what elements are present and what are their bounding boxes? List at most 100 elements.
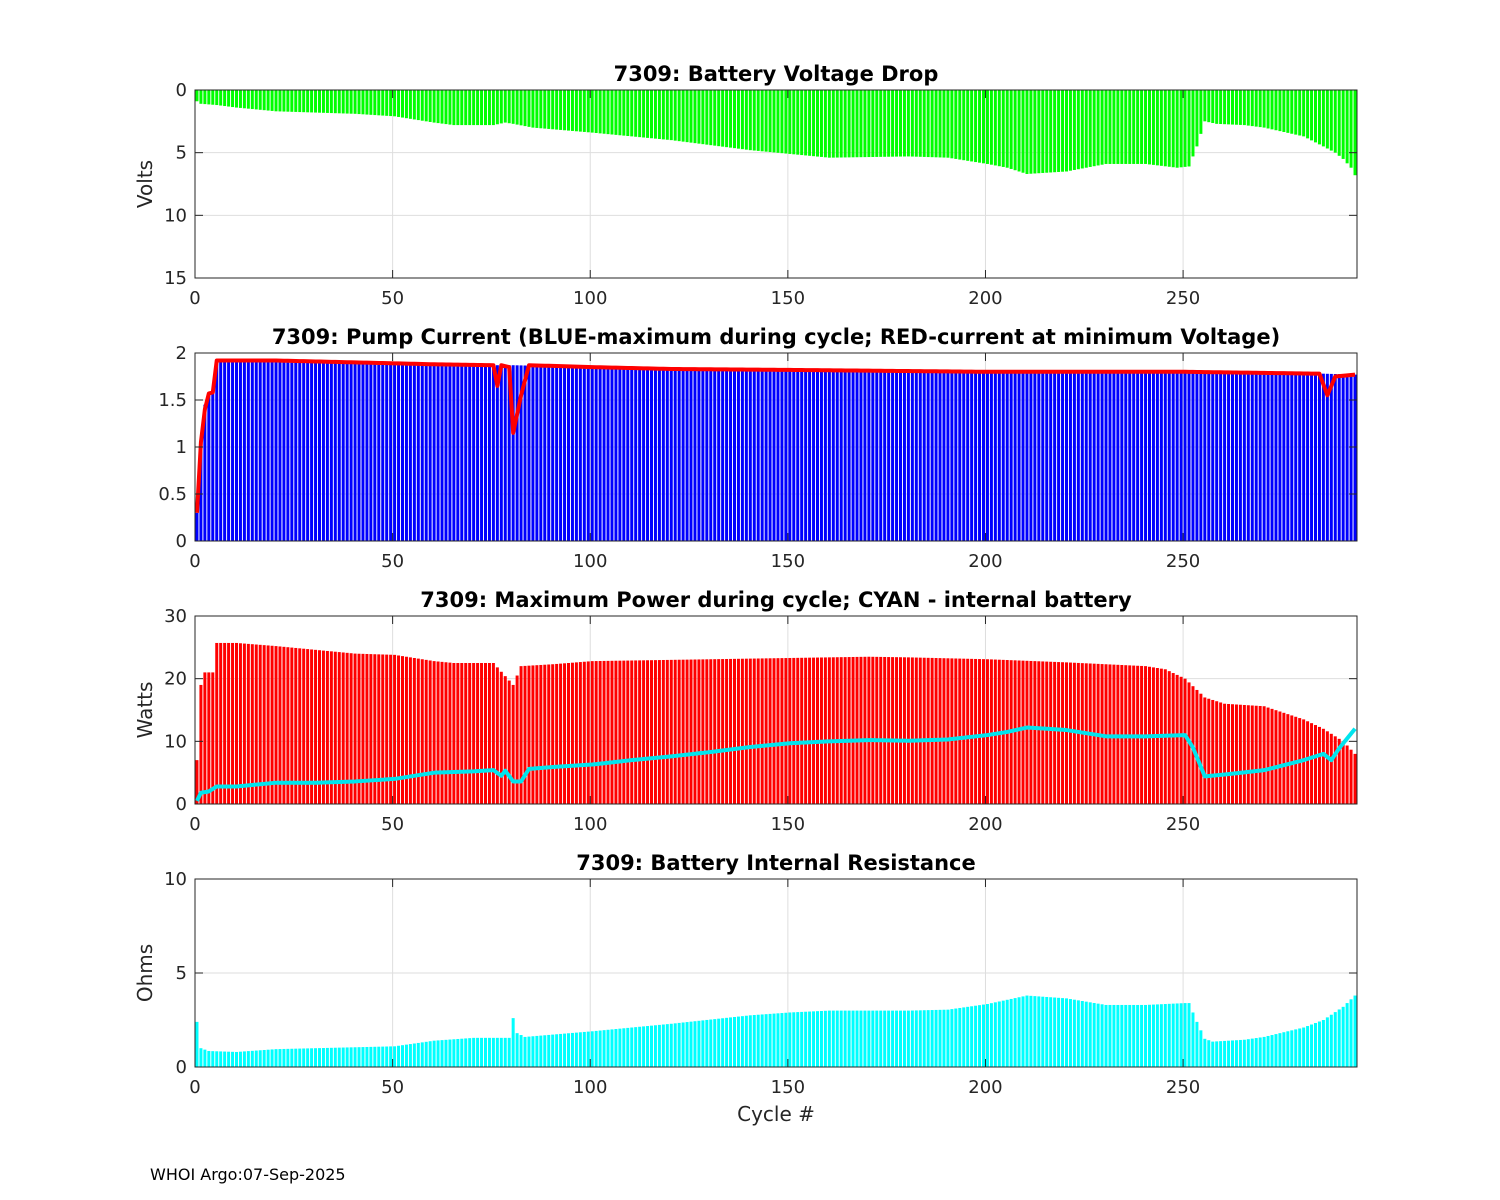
bar xyxy=(974,1005,978,1067)
bar xyxy=(1088,90,1092,167)
bar xyxy=(325,90,329,113)
bar xyxy=(661,659,665,804)
bar xyxy=(1009,998,1013,1067)
bar xyxy=(215,90,219,106)
bar xyxy=(1080,90,1084,169)
bar xyxy=(934,1009,938,1067)
bar xyxy=(1025,371,1029,541)
bar xyxy=(606,90,610,135)
bar xyxy=(1037,371,1041,541)
bar xyxy=(329,363,333,541)
bar xyxy=(480,663,484,804)
bar xyxy=(776,90,780,153)
bar xyxy=(1298,1028,1302,1067)
bar xyxy=(962,658,966,804)
bar xyxy=(1041,371,1045,541)
bar xyxy=(729,1017,733,1067)
y-axis-label: Ohms xyxy=(133,944,157,1002)
bar xyxy=(1250,90,1254,127)
bar xyxy=(744,1015,748,1067)
bar xyxy=(574,1032,578,1067)
bar xyxy=(598,1030,602,1067)
bar xyxy=(428,90,432,122)
bar xyxy=(1144,90,1148,164)
bar xyxy=(614,90,618,135)
bar xyxy=(1041,996,1045,1067)
bar xyxy=(748,90,752,151)
bar xyxy=(262,645,266,804)
bar xyxy=(1072,662,1076,804)
bar xyxy=(610,660,614,804)
bar xyxy=(397,655,401,804)
bar xyxy=(804,370,808,541)
bar xyxy=(831,657,835,804)
bar xyxy=(772,369,776,541)
bar xyxy=(1290,1030,1294,1067)
bar xyxy=(1017,660,1021,804)
bar xyxy=(412,90,416,120)
bar xyxy=(642,368,646,541)
bar xyxy=(341,90,345,114)
panel-title: 7309: Battery Voltage Drop xyxy=(614,62,939,86)
bar xyxy=(982,1004,985,1067)
bar xyxy=(389,1046,393,1067)
bar xyxy=(250,1050,254,1067)
bar xyxy=(594,367,598,541)
y-tick-label: 2 xyxy=(176,343,187,364)
bar xyxy=(361,653,365,804)
bar xyxy=(784,90,788,154)
bar xyxy=(887,90,891,157)
bar xyxy=(302,648,306,804)
bar xyxy=(432,365,436,541)
y-axis-label: Volts xyxy=(133,160,157,208)
bar xyxy=(385,90,389,116)
bar xyxy=(721,369,725,541)
bar xyxy=(796,90,800,155)
bar xyxy=(377,1046,381,1067)
bar xyxy=(1310,1024,1314,1067)
bar xyxy=(638,368,642,541)
bar xyxy=(491,365,495,541)
bar xyxy=(1203,697,1207,804)
bar xyxy=(535,665,539,804)
bar xyxy=(1124,1004,1128,1067)
bar xyxy=(1227,372,1231,541)
bar xyxy=(922,657,926,804)
bar xyxy=(1302,373,1306,541)
bar xyxy=(535,1035,539,1067)
bar xyxy=(318,1048,321,1067)
bar xyxy=(693,90,697,144)
bar xyxy=(665,368,669,541)
bar xyxy=(895,657,899,804)
bar xyxy=(1223,703,1227,804)
bar xyxy=(657,90,661,140)
bar xyxy=(555,1034,559,1067)
bar xyxy=(563,663,567,804)
bar xyxy=(646,368,650,541)
bar xyxy=(543,90,547,129)
bar xyxy=(669,1023,673,1067)
bar xyxy=(1132,371,1136,541)
bar xyxy=(673,90,677,141)
bar xyxy=(408,90,412,119)
bar xyxy=(835,90,839,158)
bar xyxy=(223,642,227,804)
bar xyxy=(693,1021,697,1067)
bar xyxy=(1270,372,1274,541)
bar xyxy=(895,370,899,541)
bar xyxy=(985,1004,989,1067)
bar xyxy=(768,90,772,153)
bar xyxy=(954,1008,958,1067)
bar xyxy=(800,370,804,541)
bar xyxy=(1065,371,1068,541)
bar xyxy=(365,1046,369,1067)
bar xyxy=(982,659,985,804)
bar xyxy=(887,1010,891,1067)
bar xyxy=(875,1010,879,1067)
bar xyxy=(1219,372,1223,541)
bar xyxy=(464,1038,468,1067)
bar xyxy=(294,90,298,112)
bar xyxy=(819,1010,823,1067)
bar xyxy=(242,643,246,804)
bar xyxy=(456,90,460,126)
